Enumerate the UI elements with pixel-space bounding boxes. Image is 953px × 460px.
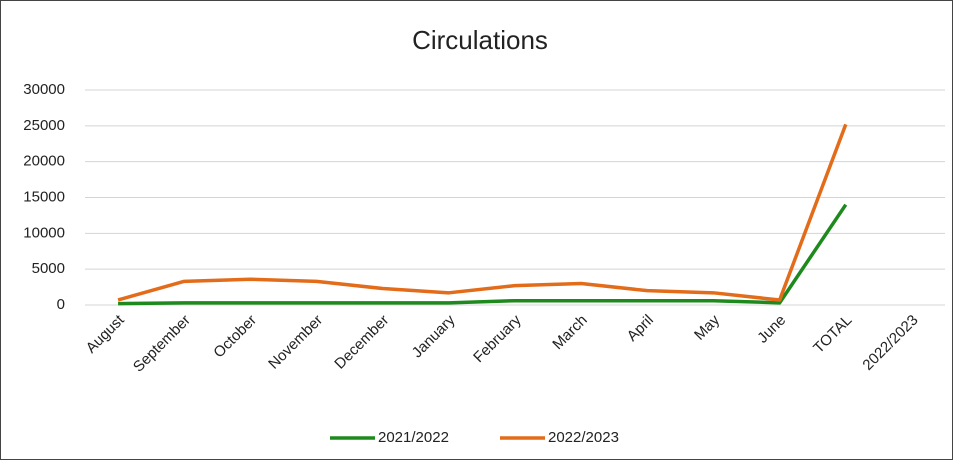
y-tick-label: 15000 — [23, 188, 65, 205]
legend-label: 2021/2022 — [378, 429, 449, 446]
y-tick-label: 30000 — [23, 81, 65, 98]
series-line — [118, 203, 848, 306]
legend-label: 2022/2023 — [548, 429, 619, 446]
y-tick-label: 25000 — [23, 117, 65, 134]
series-line — [117, 123, 848, 302]
y-tick-label: 10000 — [23, 224, 65, 241]
y-tick-label: 20000 — [23, 153, 65, 170]
chart-title: Circulations — [412, 25, 548, 55]
y-tick-label: 5000 — [32, 260, 65, 277]
y-tick-label: 0 — [57, 296, 65, 313]
